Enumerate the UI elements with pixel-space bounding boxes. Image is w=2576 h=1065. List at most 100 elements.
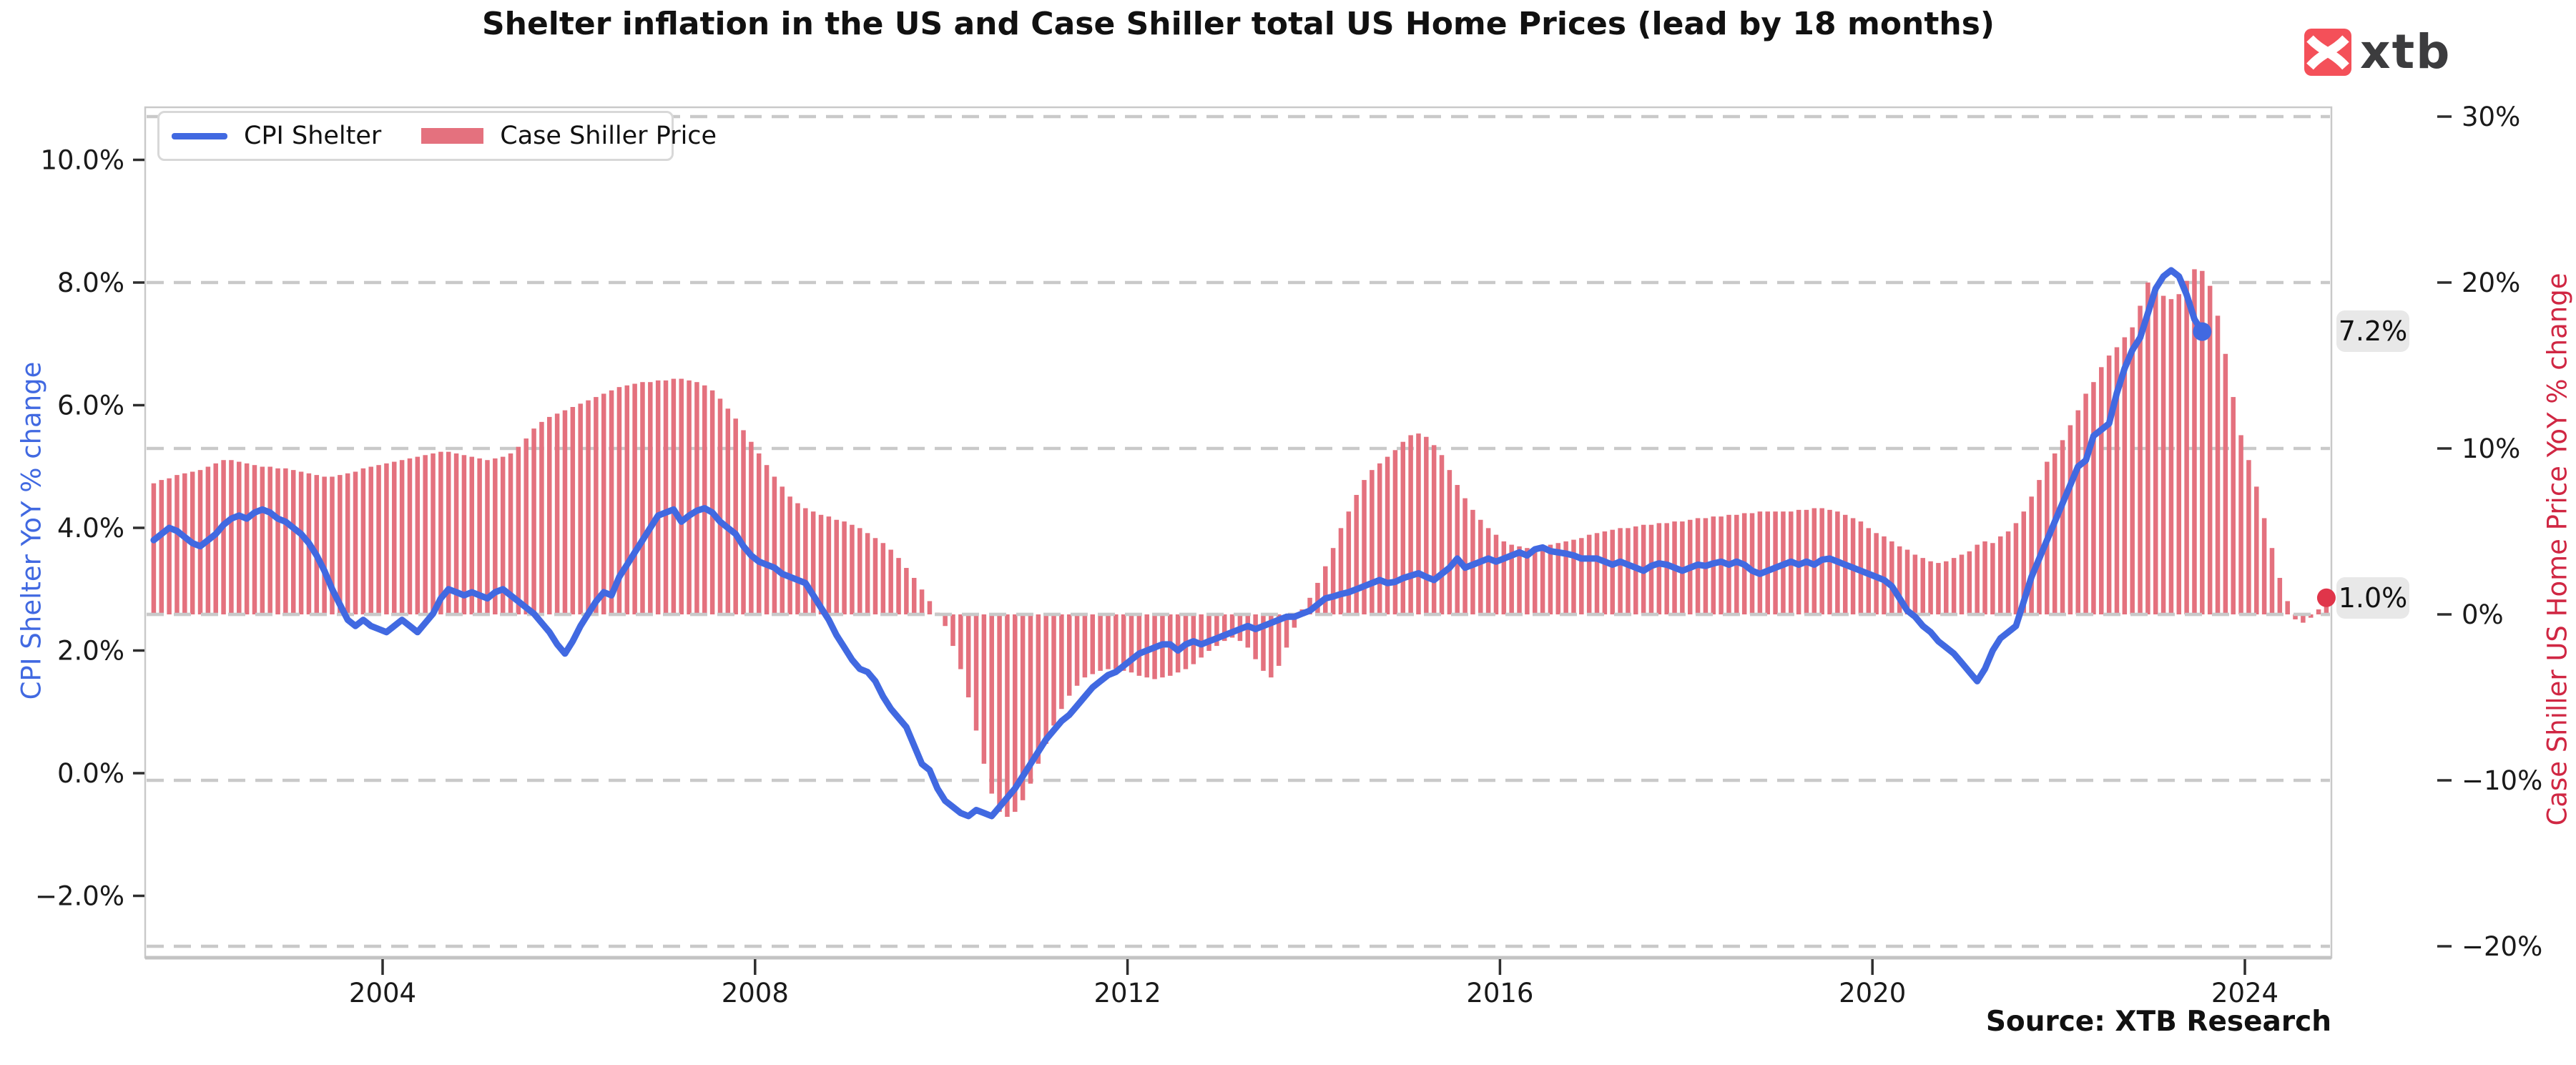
- case-shiller-bar: [2184, 280, 2189, 614]
- case-shiller-bar: [2091, 382, 2096, 614]
- case-shiller-bar: [1362, 480, 1367, 614]
- case-shiller-bar: [461, 455, 467, 614]
- case-shiller-bar: [407, 458, 413, 614]
- case-shiller-bar: [151, 483, 157, 614]
- case-shiller-bar: [826, 516, 832, 614]
- case-shiller-bar: [1920, 558, 1925, 614]
- case-shiller-bar: [1261, 614, 1266, 671]
- legend-item-case-shiller: Case Shiller Price: [381, 122, 717, 150]
- case-shiller-bar: [360, 468, 366, 614]
- case-shiller-bar: [578, 403, 583, 614]
- left-tick-label: 8.0%: [57, 268, 124, 298]
- case-shiller-bar: [1618, 528, 1623, 614]
- case-shiller-bar: [2246, 460, 2251, 614]
- right-tick-label: 0%: [2462, 599, 2504, 630]
- case-shiller-bar: [1455, 485, 1460, 614]
- case-shiller-bar: [213, 463, 218, 614]
- case-shiller-bar: [663, 380, 669, 614]
- case-shiller-bar: [477, 458, 482, 614]
- case-shiller-bar: [989, 614, 994, 794]
- case-shiller-bar: [2145, 283, 2150, 614]
- left-tick-label: 6.0%: [57, 391, 124, 421]
- case-shiller-bar: [632, 383, 637, 614]
- case-shiller-bar: [1106, 614, 1111, 669]
- case-shiller-bar: [1517, 546, 1522, 614]
- case-shiller-bar: [2223, 353, 2228, 614]
- case-shiller-bar: [1431, 445, 1437, 614]
- case-shiller-bar: [1626, 528, 1631, 614]
- legend-label: CPI Shelter: [244, 122, 382, 150]
- case-shiller-bar: [943, 614, 948, 627]
- case-shiller-bar: [314, 475, 320, 614]
- case-shiller-bar: [431, 453, 436, 614]
- case-shiller-bar: [2200, 270, 2205, 614]
- case-shiller-bar: [1610, 529, 1615, 614]
- case-shiller-bar: [1485, 528, 1491, 614]
- case-shiller-bar: [2005, 531, 2011, 614]
- case-shiller-bar: [1199, 614, 1204, 658]
- case-shiller-bar: [981, 614, 987, 764]
- case-shiller-bar: [1579, 538, 1584, 614]
- case-shiller-bar: [1439, 455, 1445, 614]
- case-shiller-bar: [1757, 511, 1763, 614]
- x-tick-label: 2020: [1839, 978, 1906, 1008]
- case-shiller-bar: [624, 385, 630, 614]
- case-shiller-bar: [1990, 543, 1995, 614]
- case-shiller-bar: [267, 466, 272, 614]
- x-tick-label: 2024: [2211, 978, 2278, 1008]
- case-shiller-bar: [1253, 614, 1258, 659]
- case-shiller-bar: [2277, 577, 2283, 614]
- case-shiller-bar: [338, 475, 343, 614]
- case-shiller-bar: [345, 473, 350, 614]
- case-shiller-bar: [958, 614, 963, 669]
- case-shiller-bar: [2153, 285, 2158, 614]
- case-shiller-bar: [997, 614, 1002, 813]
- x-tick-label: 2004: [349, 978, 416, 1008]
- case-shiller-bar: [725, 408, 731, 614]
- case-shiller-bar: [1967, 551, 1972, 614]
- case-shiller-bar: [1036, 614, 1041, 764]
- end-value-label-case-shiller: 1.0%: [2336, 577, 2409, 619]
- xtb-logo-text: xtb: [2360, 24, 2452, 79]
- case-shiller-bar: [1354, 494, 1359, 614]
- case-shiller-bar: [733, 418, 738, 614]
- case-shiller-bar: [174, 475, 180, 614]
- case-shiller-bar: [523, 438, 529, 614]
- legend-item-cpi-shelter: CPI Shelter: [159, 122, 381, 150]
- case-shiller-bar: [1493, 534, 1499, 614]
- case-shiller-bar: [1897, 546, 1902, 614]
- case-shiller-bar: [1114, 614, 1119, 669]
- case-shiller-bar: [260, 466, 265, 614]
- case-shiller-bar: [687, 380, 692, 614]
- case-shiller-bar: [485, 460, 490, 614]
- case-shiller-end-dot: [2316, 588, 2336, 607]
- case-shiller-bar: [834, 519, 839, 614]
- case-shiller-bar: [850, 524, 855, 614]
- case-shiller-bar: [865, 533, 870, 614]
- case-shiller-bar: [469, 456, 475, 614]
- case-shiller-bar: [1462, 498, 1468, 614]
- case-shiller-bar: [1276, 614, 1282, 666]
- case-shiller-bar: [1959, 554, 1965, 614]
- case-shiller-bar: [283, 468, 288, 614]
- case-shiller-bar: [1323, 566, 1328, 614]
- case-shiller-bar: [2261, 518, 2267, 614]
- case-shiller-bar: [1749, 513, 1755, 614]
- case-shiller-bar: [772, 476, 777, 614]
- case-shiller-bar: [1307, 597, 1312, 614]
- cpi-shelter-line: [150, 267, 2206, 820]
- case-shiller-bar: [1951, 558, 1957, 614]
- case-shiller-bar: [2231, 397, 2236, 614]
- case-shiller-bar: [508, 453, 513, 614]
- case-shiller-bar: [2192, 269, 2197, 614]
- case-shiller-bar: [1059, 614, 1064, 710]
- case-shiller-bar: [1571, 539, 1576, 614]
- case-shiller-bar: [1765, 511, 1770, 614]
- case-shiller-bar: [950, 614, 955, 647]
- left-tick-label: 4.0%: [57, 513, 124, 544]
- case-shiller-bar: [1206, 614, 1211, 652]
- case-shiller-bar: [872, 538, 878, 614]
- case-shiller-bar: [159, 480, 164, 614]
- xtb-logo: xtb: [2304, 29, 2451, 76]
- source-note: Source: XTB Research: [1985, 1006, 2331, 1038]
